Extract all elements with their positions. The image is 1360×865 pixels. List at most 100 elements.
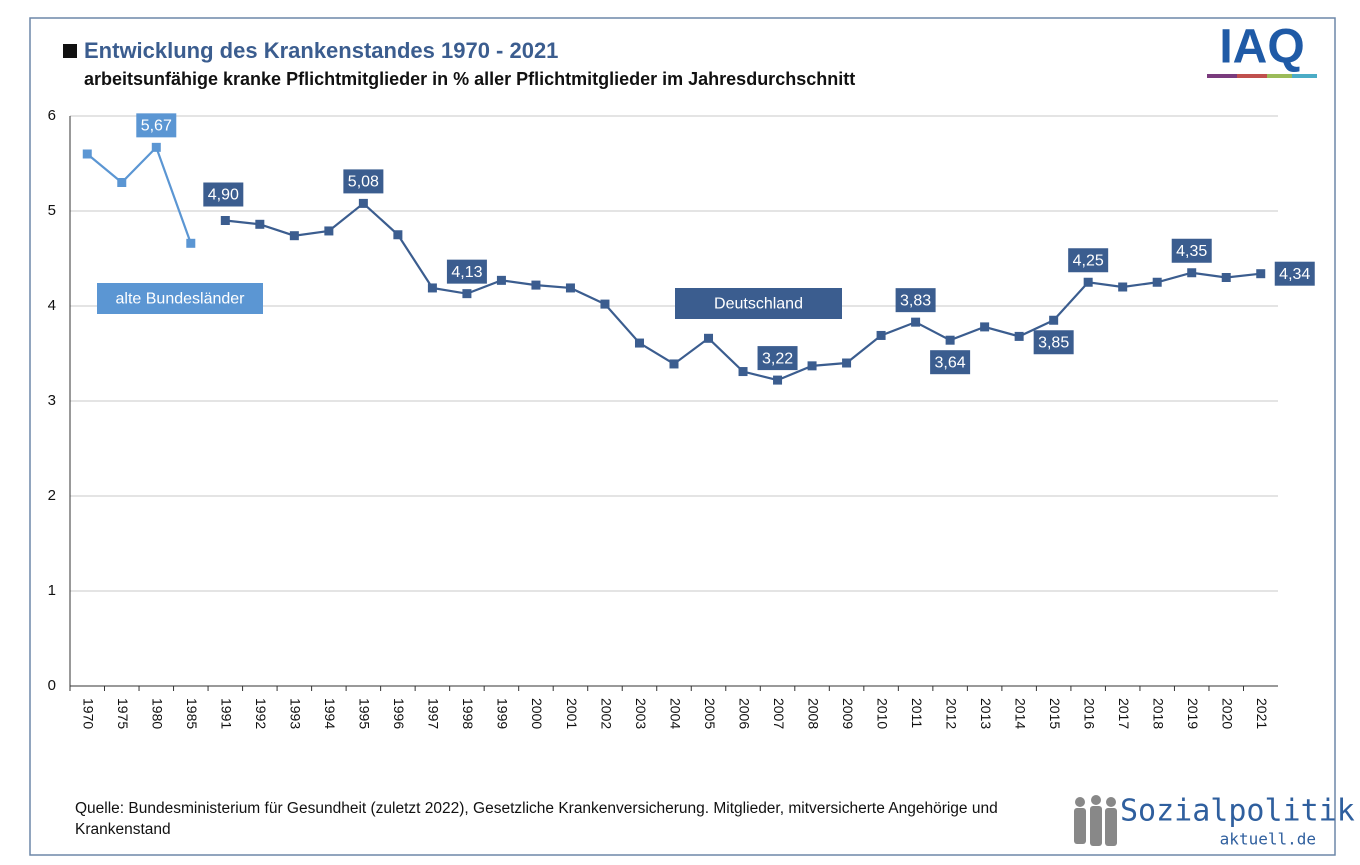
x-tick-label: 2009 [840, 698, 856, 729]
frame [29, 17, 1336, 856]
marker [669, 359, 679, 369]
logo-figures [1074, 795, 1117, 846]
marker [496, 275, 506, 285]
value-label-box [757, 346, 798, 371]
y-tick-label: 4 [48, 297, 56, 314]
marker [1118, 282, 1128, 292]
y-tick-label: 5 [48, 202, 56, 219]
marker [911, 317, 921, 327]
marker [358, 198, 368, 208]
marker [807, 361, 817, 371]
marker [738, 367, 748, 377]
marker [289, 231, 299, 241]
x-tick-label: 1998 [460, 698, 476, 729]
value-label-box [895, 288, 936, 313]
iaq-logo: IAQ [1219, 21, 1304, 74]
value-label: 3,83 [900, 292, 931, 309]
x-tick-label: 2007 [771, 698, 787, 729]
value-label: 3,22 [762, 350, 793, 367]
marker [876, 330, 886, 340]
sozialpolitik-logo: Sozialpolitik- [1120, 794, 1360, 829]
value-label: 3,64 [935, 354, 966, 371]
marker [220, 216, 230, 225]
marker [773, 375, 783, 385]
series-line [86, 145, 192, 244]
marker [1152, 277, 1162, 287]
y-tick-label: 2 [48, 487, 56, 504]
value-label: 4,90 [208, 187, 239, 204]
logo-bar [1207, 74, 1237, 78]
x-tick-label: 1992 [253, 698, 269, 729]
value-label-box [930, 350, 971, 375]
marker [1187, 268, 1197, 278]
marker [1049, 315, 1059, 325]
x-tick-label: 1985 [184, 698, 200, 729]
marker [1256, 269, 1266, 279]
x-tick-label: 1980 [150, 698, 166, 729]
x-tick-label: 2001 [564, 698, 580, 729]
y-tick-label: 6 [48, 107, 56, 124]
x-tick-label: 1995 [357, 698, 373, 729]
marker [704, 333, 714, 343]
x-tick-label: 1991 [219, 698, 235, 729]
value-label: 4,25 [1073, 252, 1104, 269]
x-tick-label: 1999 [495, 698, 511, 729]
value-label-box [1033, 330, 1074, 355]
marker [565, 283, 575, 293]
value-label-box [343, 169, 384, 194]
x-tick-label: 2012 [943, 698, 959, 729]
marker [462, 289, 472, 299]
x-tick-label: 1975 [115, 698, 131, 729]
chart-subtitle: arbeitsunfähige kranke Pflichtmitglieder… [84, 69, 855, 89]
marker [842, 358, 852, 368]
value-label: 4,35 [1176, 243, 1207, 260]
sozialpolitik-domain: aktuell.de [1220, 830, 1316, 849]
marker [255, 219, 265, 229]
value-label-box [136, 113, 177, 138]
x-tick-label: 2006 [736, 698, 752, 729]
marker [1014, 331, 1024, 341]
value-label-box [203, 182, 244, 207]
x-tick-label: 1970 [81, 698, 97, 729]
y-tick-label: 0 [48, 677, 56, 694]
x-tick-label: 2017 [1116, 698, 1132, 729]
marker [393, 230, 403, 240]
x-tick-label: 1994 [322, 698, 338, 729]
series-label-box [97, 283, 263, 314]
marker [117, 178, 127, 187]
marker [531, 280, 541, 290]
x-tick-label: 2010 [874, 698, 890, 729]
x-tick-label: 2016 [1081, 698, 1097, 729]
x-tick-label: 2020 [1220, 698, 1236, 729]
value-label: 3,85 [1038, 334, 1069, 351]
value-label: 5,08 [348, 174, 379, 191]
marker [186, 238, 196, 248]
logo-bar [1267, 74, 1292, 78]
value-label-box [1068, 248, 1109, 273]
value-label: 5,67 [141, 118, 172, 135]
x-tick-label: 2008 [805, 698, 821, 729]
marker [945, 335, 955, 345]
value-label-box [1274, 261, 1315, 286]
x-tick-label: 2011 [909, 698, 925, 728]
logo-bar [1237, 74, 1267, 78]
x-tick-label: 2015 [1047, 698, 1063, 729]
x-tick-label: 2005 [702, 698, 718, 729]
marker [324, 226, 334, 236]
x-tick-label: 2014 [1012, 698, 1028, 729]
y-tick-label: 1 [48, 582, 56, 599]
marker [82, 149, 92, 159]
marker [600, 299, 610, 309]
x-tick-label: 2004 [667, 698, 683, 729]
x-tick-label: 1993 [288, 698, 304, 729]
x-tick-label: 2003 [633, 698, 649, 729]
value-label-box [446, 259, 487, 284]
marker [1083, 277, 1093, 287]
x-tick-label: 2002 [598, 698, 614, 729]
x-tick-label: 2019 [1185, 698, 1201, 729]
series-label: Deutschland [714, 296, 803, 313]
title-bullet [63, 44, 77, 58]
x-tick-label: 2018 [1150, 698, 1166, 729]
